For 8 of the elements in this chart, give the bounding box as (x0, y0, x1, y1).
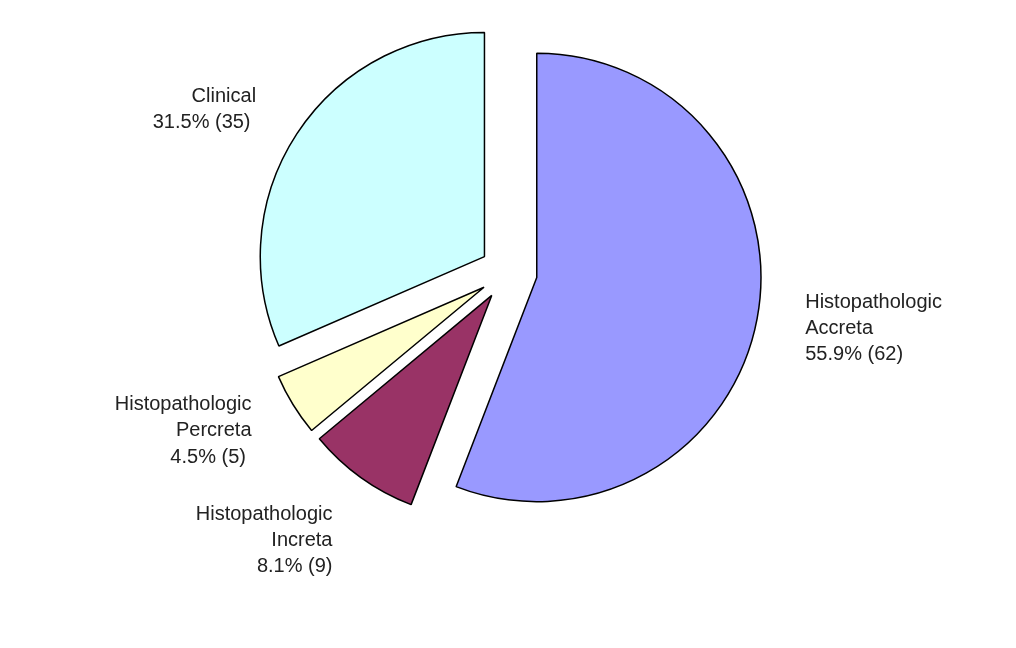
data-label: 55.9% (62) (805, 342, 904, 365)
data-label: 4.5% (5) (170, 444, 246, 467)
data-label: 8.1% (9) (256, 554, 333, 577)
slice-label: Clinical (191, 83, 257, 106)
slice-label: Histopathologic Accreta (805, 289, 942, 339)
slice-label: Histopathologic Increta (195, 501, 334, 550)
slice-label: Histopathologic Percreta (114, 392, 253, 441)
data-label: 31.5% (35) (152, 110, 251, 133)
